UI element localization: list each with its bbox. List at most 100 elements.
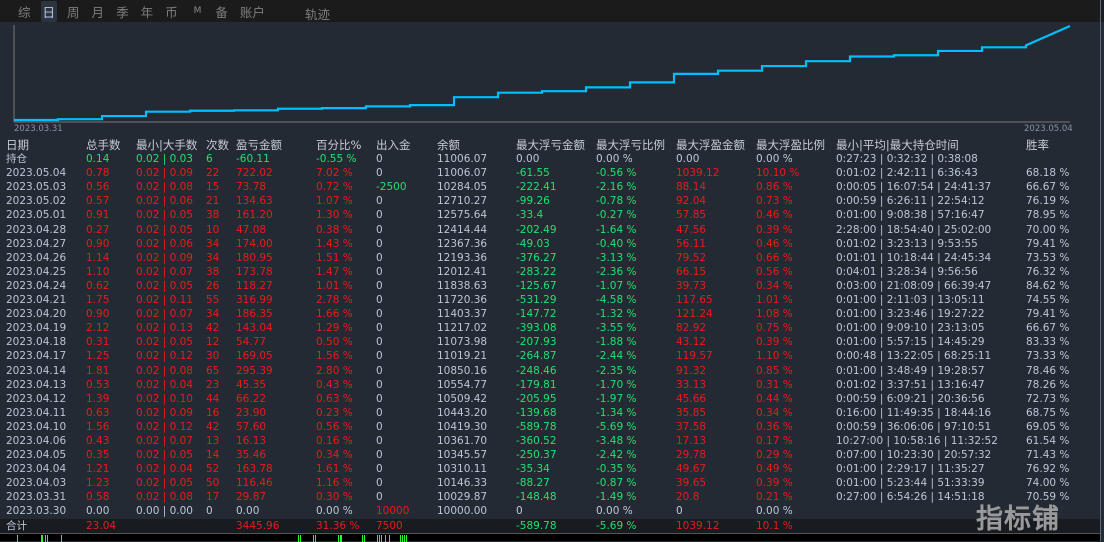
tab-4[interactable]: 季 [116, 4, 129, 20]
cell-col-0: 2023.05.02 [6, 195, 67, 208]
table-row: 2023.04.14 1.81 0.02 | 0.08 65 295.39 2.80 % 0… [0, 364, 1100, 378]
cell-col-2[interactable]: 最小|大手数 [136, 138, 198, 152]
cell-col-9: -1.64 % [596, 223, 637, 236]
cell-col-3: 42 [206, 420, 220, 433]
cell-col-0: 2023.04.19 [6, 322, 67, 335]
cell-col-8: -202.49 [516, 223, 557, 236]
tab-6[interactable]: 币 [165, 4, 178, 20]
cell-col-2: 0.02 | 0.12 [136, 350, 193, 363]
strip-bar [315, 535, 316, 542]
strip-bar [406, 535, 407, 542]
cell-col-9: -2.35 % [596, 364, 637, 377]
cell-col-0[interactable]: 日期 [6, 138, 29, 152]
cell-col-9: -2.16 % [596, 181, 637, 194]
cell-col-11: 0.66 % [756, 251, 793, 264]
cell-col-2: 0.02 | 0.05 [136, 449, 193, 462]
cell-col-8[interactable]: 最大浮亏金额 [516, 138, 585, 152]
cell-col-9: -0.40 % [596, 237, 637, 250]
cell-col-6: 10000 [376, 505, 410, 518]
cell-col-4: 143.04 [236, 322, 273, 335]
tab-track[interactable]: 轨迹 [305, 7, 331, 22]
cell-col-4: 180.95 [236, 251, 273, 264]
cell-col-13: 84.62 % [1026, 279, 1070, 292]
cell-col-13: 78.26 % [1026, 378, 1070, 391]
cell-col-8: -360.52 [516, 434, 557, 447]
cell-col-0: 2023.04.05 [6, 449, 67, 462]
cell-col-11: 0.31 % [756, 378, 793, 391]
cell-col-11: 1.01 % [756, 294, 793, 307]
cell-col-5: 0.72 % [316, 181, 353, 194]
tab-8[interactable]: 备 [215, 4, 228, 20]
strip-bar [338, 535, 339, 542]
cell-col-13: 71.43 % [1026, 449, 1070, 462]
cell-col-2: 0.02 | 0.09 [136, 167, 193, 180]
cell-col-3: 15 [206, 181, 220, 194]
right-divider[interactable] [1100, 0, 1101, 541]
cell-col-8: -49.03 [516, 237, 550, 250]
cell-col-0: 2023.04.18 [6, 336, 67, 349]
cell-col-7: 10419.30 [437, 420, 488, 433]
cell-col-8: -139.68 [516, 406, 557, 419]
cell-col-10: 33.13 [676, 378, 707, 391]
table-row: 2023.04.28 0.27 0.02 | 0.05 10 47.08 0.38 % 0 1… [0, 223, 1100, 237]
cell-col-1: 0.53 [86, 378, 110, 391]
cell-col-3: 44 [206, 392, 220, 405]
cell-col-13[interactable]: 胜率 [1026, 138, 1049, 152]
cell-col-10[interactable]: 最大浮盈金额 [676, 138, 745, 152]
cell-col-12[interactable]: 最小|平均|最大持仓时间 [836, 138, 959, 152]
cell-col-2: 0.02 | 0.12 [136, 420, 193, 433]
cell-col-10: 92.04 [676, 195, 707, 208]
cell-col-6[interactable]: 出入金 [376, 138, 411, 152]
cell-col-9: -5.69 % [596, 420, 637, 433]
cell-col-4: 54.77 [236, 336, 267, 349]
cell-col-3[interactable]: 次数 [206, 138, 229, 152]
cell-col-6: 0 [376, 265, 383, 278]
cell-col-10: 121.24 [676, 308, 713, 321]
cell-col-8: 0.00 [516, 153, 540, 166]
cell-col-5: 1.30 % [316, 209, 353, 222]
cell-col-7[interactable]: 余额 [437, 138, 460, 152]
cell-col-11[interactable]: 最大浮盈比例 [756, 138, 825, 152]
cell-col-5[interactable]: 百分比% [316, 138, 362, 152]
tab-2[interactable]: 周 [67, 4, 80, 20]
cell-col-11: 0.46 % [756, 237, 793, 250]
cell-col-13: 79.41 % [1026, 308, 1070, 321]
cell-col-6: 0 [376, 322, 383, 335]
cell-col-9[interactable]: 最大浮亏比例 [596, 138, 665, 152]
cell-col-7: 12575.64 [437, 209, 488, 222]
cell-col-7: 11217.02 [437, 322, 488, 335]
cell-col-12: 0:01:02 | 3:23:13 | 9:53:55 [836, 237, 978, 250]
cell-col-8: -376.27 [516, 251, 557, 264]
cell-col-3: 14 [206, 449, 220, 462]
cell-col-2: 0.02 | 0.03 [136, 153, 193, 166]
cell-col-1: 1.39 [86, 392, 110, 405]
tab-1[interactable]: 日 [40, 0, 58, 22]
cell-col-4[interactable]: 盈亏金额 [236, 138, 282, 152]
cell-col-10: 45.66 [676, 392, 707, 405]
cell-col-10: 79.52 [676, 251, 707, 264]
cell-col-2: 0.02 | 0.06 [136, 195, 193, 208]
cell-col-11: 0.39 % [756, 336, 793, 349]
cell-col-1: 1.56 [86, 420, 110, 433]
cell-col-1: 0.57 [86, 195, 110, 208]
cell-col-13: 68.75 % [1026, 406, 1070, 419]
tab-3[interactable]: 月 [91, 4, 105, 20]
cell-col-11: 0.73 % [756, 195, 793, 208]
tab-0[interactable]: 综 [18, 4, 31, 20]
cell-col-12: 0:01:02 | 3:37:51 | 13:16:47 [836, 378, 985, 391]
cell-col-0: 2023.04.12 [6, 392, 67, 405]
tab-9[interactable]: 账户 [239, 4, 265, 20]
tab-5[interactable]: 年 [140, 4, 154, 20]
cell-col-4: 3445.96 [236, 519, 280, 532]
cell-col-13: 78.95 % [1026, 209, 1070, 222]
cell-col-5: 1.29 % [316, 322, 353, 335]
cell-col-10: 47.56 [676, 223, 707, 236]
cell-col-8: -33.4 [516, 209, 544, 222]
cell-col-9: -2.44 % [596, 350, 637, 363]
cell-col-6: 0 [376, 294, 383, 307]
cell-col-1[interactable]: 总手数 [86, 138, 121, 152]
cell-col-9: -4.58 % [596, 294, 637, 307]
cell-col-10: 66.15 [676, 265, 707, 278]
cell-col-9: -1.49 % [596, 491, 637, 504]
tab-7[interactable]: M [193, 6, 202, 16]
